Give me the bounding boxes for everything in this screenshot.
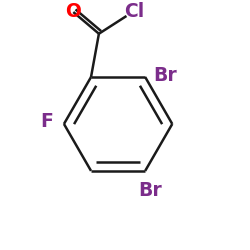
Text: O: O: [65, 2, 81, 20]
Text: Br: Br: [153, 66, 177, 84]
Text: Cl: Cl: [124, 2, 144, 20]
Text: Br: Br: [138, 181, 162, 200]
Text: F: F: [40, 112, 53, 132]
